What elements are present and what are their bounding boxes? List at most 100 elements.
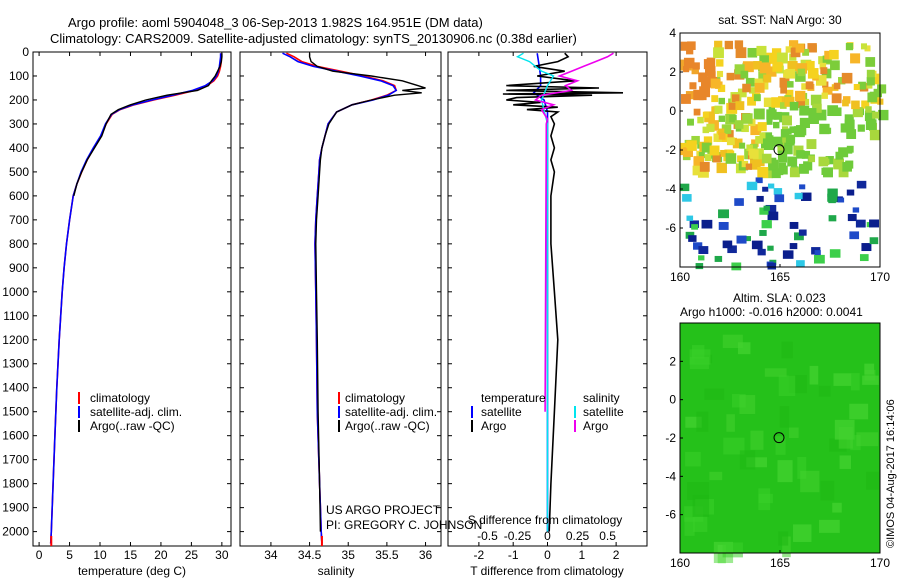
sst-cell bbox=[829, 249, 841, 258]
depth-tick-label: 800 bbox=[9, 237, 29, 251]
depth-tick-label: 1500 bbox=[2, 405, 29, 419]
sst-cell bbox=[877, 84, 887, 94]
x-tick-label: 0 bbox=[544, 548, 551, 562]
sst-cell bbox=[856, 180, 867, 189]
s-tick-label: -0.5 bbox=[477, 529, 498, 543]
sst-cell bbox=[796, 260, 805, 268]
sst-cell bbox=[866, 82, 873, 89]
x-tick-label: 20 bbox=[154, 548, 168, 562]
sst-cell bbox=[721, 124, 732, 134]
sst-cell bbox=[762, 186, 769, 192]
sla-patch bbox=[838, 426, 853, 449]
sst-cell bbox=[872, 111, 879, 119]
map-x-tick-label: 160 bbox=[670, 556, 690, 570]
salinity-satellite-line bbox=[515, 52, 555, 532]
sla-patch bbox=[832, 502, 842, 513]
sst-cell bbox=[761, 220, 772, 229]
sst-cell bbox=[780, 129, 790, 138]
sst-cell bbox=[797, 68, 806, 77]
sst-cell bbox=[734, 198, 744, 206]
sst-cell bbox=[844, 114, 854, 124]
sst-cell bbox=[714, 40, 723, 49]
sla-patch bbox=[764, 368, 787, 377]
sst-cell bbox=[753, 61, 762, 70]
sst-cell bbox=[857, 124, 865, 132]
sst-cell bbox=[823, 158, 830, 165]
sst-cell bbox=[748, 148, 756, 156]
sst-cell bbox=[756, 195, 764, 202]
sst-cell bbox=[693, 108, 701, 116]
sst-cell bbox=[726, 137, 735, 146]
sla-map-subtitle: Argo h1000: -0.016 h2000: 0.0041 bbox=[680, 305, 863, 319]
sst-cell bbox=[838, 167, 849, 178]
sst-cell bbox=[759, 132, 766, 139]
x-tick-label: 2 bbox=[613, 548, 620, 562]
sla-patch bbox=[809, 365, 819, 385]
sst-cell bbox=[755, 135, 763, 144]
sla-patch bbox=[722, 542, 743, 558]
sst-cell bbox=[801, 151, 810, 159]
sst-cell bbox=[829, 49, 839, 60]
sst-cell bbox=[869, 219, 880, 228]
sla-map-title: Altim. SLA: 0.023 bbox=[733, 291, 826, 305]
sst-cell bbox=[864, 110, 876, 122]
depth-tick-label: 1400 bbox=[2, 381, 29, 395]
sst-cell bbox=[686, 215, 694, 221]
sst-cell bbox=[714, 255, 723, 262]
sst-cell bbox=[680, 41, 690, 51]
depth-tick-label: 1100 bbox=[3, 309, 29, 323]
sst-cell bbox=[689, 82, 697, 90]
sst-cell bbox=[698, 152, 705, 159]
sst-cell bbox=[751, 139, 759, 147]
sst-cell bbox=[773, 188, 783, 195]
sst-cell bbox=[728, 102, 736, 110]
depth-tick-label: 1600 bbox=[2, 429, 29, 443]
sst-cell bbox=[789, 126, 797, 134]
map-x-tick-label: 170 bbox=[870, 270, 890, 284]
sst-cell bbox=[688, 235, 697, 242]
sst-cell bbox=[705, 65, 716, 77]
salinity-panel: 34 34.5 35 35.5 36 bbox=[264, 52, 433, 562]
sst-cell bbox=[691, 135, 700, 145]
legend-s-satellite: satellite bbox=[583, 405, 624, 419]
x-tick-label: 30 bbox=[215, 548, 229, 562]
sst-cell bbox=[846, 129, 857, 140]
sst-cell bbox=[693, 89, 704, 101]
legend-t-satellite: satellite bbox=[481, 405, 522, 419]
sst-cell bbox=[687, 118, 694, 126]
x-tick-label: -2 bbox=[474, 548, 485, 562]
sst-cell bbox=[726, 72, 735, 81]
map-y-tick-label: -4 bbox=[665, 182, 676, 196]
sst-cell bbox=[741, 160, 748, 168]
sst-cell bbox=[827, 188, 838, 197]
salinity-legend: climatology satellite-adj. clim. Argo(..… bbox=[338, 391, 437, 433]
sst-cell bbox=[802, 48, 810, 56]
depth-tick-label: 2000 bbox=[2, 525, 29, 539]
sst-cell bbox=[735, 101, 745, 111]
sst-cell bbox=[734, 69, 745, 80]
sst-cell bbox=[750, 159, 761, 170]
sst-cell bbox=[763, 74, 772, 83]
sst-cell bbox=[779, 77, 790, 88]
sst-cell bbox=[759, 207, 769, 215]
depth-axis: 0 100 200 300 400 500 600 700 800 900 1000 1100 1200… bbox=[2, 45, 647, 539]
map-y-tick-label: -2 bbox=[665, 143, 676, 157]
sst-cell bbox=[866, 77, 875, 86]
sst-cell bbox=[711, 95, 719, 103]
sst-cell bbox=[725, 153, 737, 164]
sst-cell bbox=[714, 105, 723, 114]
depth-tick-label: 900 bbox=[9, 261, 29, 275]
sst-cell bbox=[821, 92, 828, 99]
x-tick-label: 34 bbox=[264, 548, 278, 562]
sla-patch bbox=[797, 457, 807, 479]
sla-patch bbox=[692, 494, 710, 517]
sst-cell bbox=[853, 83, 860, 91]
sst-cell bbox=[864, 45, 871, 52]
legend-satellite: satellite-adj. clim. bbox=[90, 405, 182, 419]
sst-cell bbox=[772, 136, 783, 147]
sst-cell bbox=[747, 96, 756, 106]
sst-cell bbox=[700, 79, 708, 87]
difference-legend: temperature salinity satellite Argo sate… bbox=[471, 391, 624, 433]
sst-cell bbox=[683, 66, 690, 73]
depth-tick-label: 1700 bbox=[2, 453, 29, 467]
